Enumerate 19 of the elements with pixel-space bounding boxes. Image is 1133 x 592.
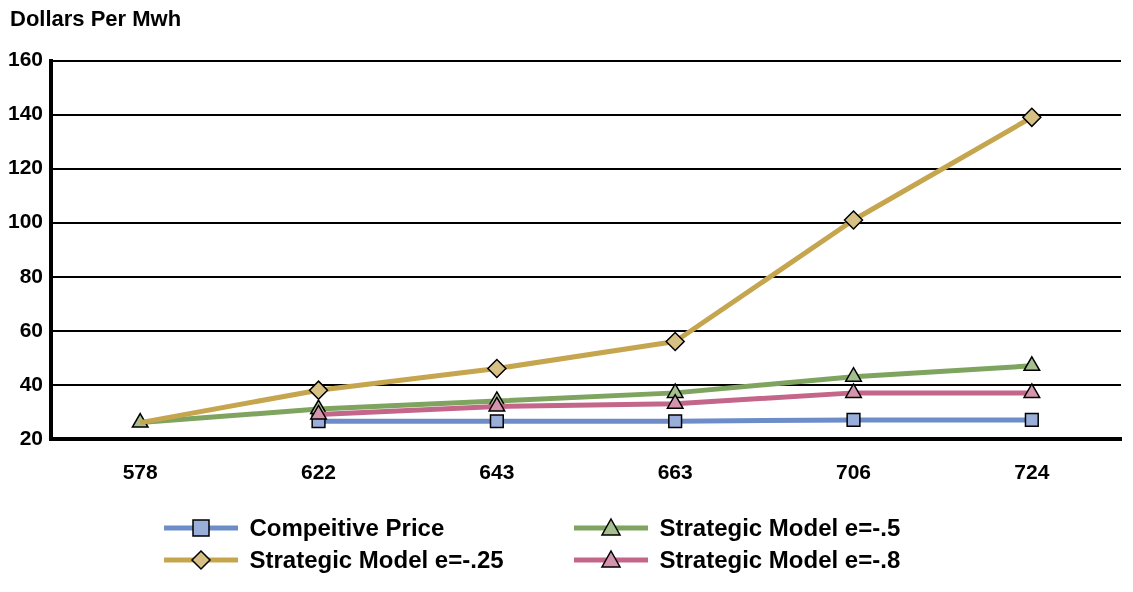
y-tick-label: 120 bbox=[7, 155, 44, 179]
legend-label: Strategic Model e=-.8 bbox=[659, 546, 901, 574]
legend-label: Compeitive Price bbox=[249, 514, 445, 542]
legend-label: Strategic Model e=-.25 bbox=[249, 546, 504, 574]
y-tick-label: 100 bbox=[7, 209, 44, 233]
x-tick-label: 706 bbox=[835, 460, 872, 484]
legend-label: Strategic Model e=-.5 bbox=[659, 514, 901, 542]
y-tick-label: 80 bbox=[19, 263, 44, 287]
y-tick-label: 20 bbox=[19, 425, 44, 449]
y-tick-label: 60 bbox=[19, 317, 44, 341]
x-tick-label: 578 bbox=[122, 460, 159, 484]
y-tick-label: 160 bbox=[7, 47, 44, 71]
x-tick-label: 663 bbox=[657, 460, 693, 484]
x-tick-label: 643 bbox=[479, 460, 515, 484]
x-tick-label: 724 bbox=[1014, 460, 1050, 484]
y-tick-label: 40 bbox=[19, 371, 44, 395]
x-tick-label: 622 bbox=[301, 460, 337, 484]
y-axis-title: Dollars Per Mwh bbox=[9, 5, 183, 33]
y-tick-label: 140 bbox=[7, 101, 44, 125]
